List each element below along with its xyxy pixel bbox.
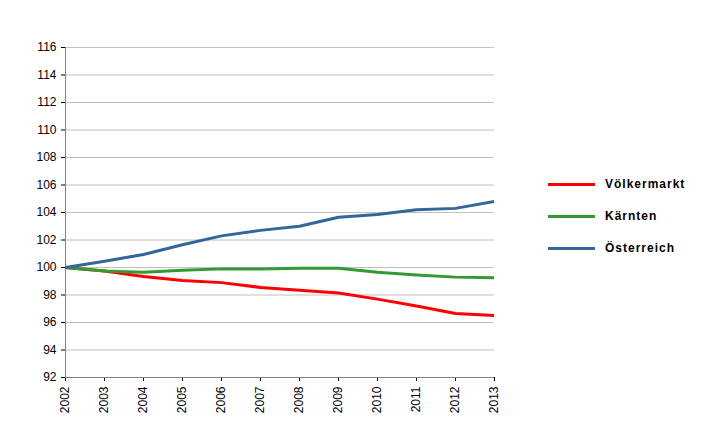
svg-text:2004: 2004 (136, 386, 150, 413)
svg-text:2005: 2005 (175, 386, 189, 413)
svg-text:2002: 2002 (58, 386, 72, 413)
svg-text:2008: 2008 (292, 386, 306, 413)
svg-text:2006: 2006 (214, 386, 228, 413)
svg-text:108: 108 (36, 150, 56, 164)
html-text:Österreich: Österreich (605, 241, 675, 255)
svg-text:104: 104 (36, 205, 56, 219)
html-text:Völkermarkt: Völkermarkt (605, 177, 686, 191)
svg-text:100: 100 (36, 260, 56, 274)
svg-text:102: 102 (36, 233, 56, 247)
svg-text:110: 110 (37, 123, 56, 137)
svg-text:98: 98 (43, 288, 57, 302)
svg-text:2003: 2003 (97, 386, 111, 413)
svg-text:2011: 2011 (409, 386, 423, 412)
svg-text:116: 116 (37, 40, 56, 54)
svg-text:2010: 2010 (370, 386, 384, 413)
svg-text:92: 92 (43, 370, 57, 384)
svg-text:2012: 2012 (448, 386, 462, 413)
svg-text:106: 106 (36, 178, 56, 192)
svg-text:2013: 2013 (487, 386, 501, 413)
svg-text:2009: 2009 (331, 386, 345, 413)
svg-text:112: 112 (37, 95, 56, 109)
html-text:Kärnten: Kärnten (605, 209, 658, 223)
svg-text:96: 96 (43, 315, 57, 329)
svg-text:2007: 2007 (253, 386, 267, 413)
svg-text:114: 114 (37, 68, 56, 82)
svg-text:94: 94 (43, 343, 57, 357)
